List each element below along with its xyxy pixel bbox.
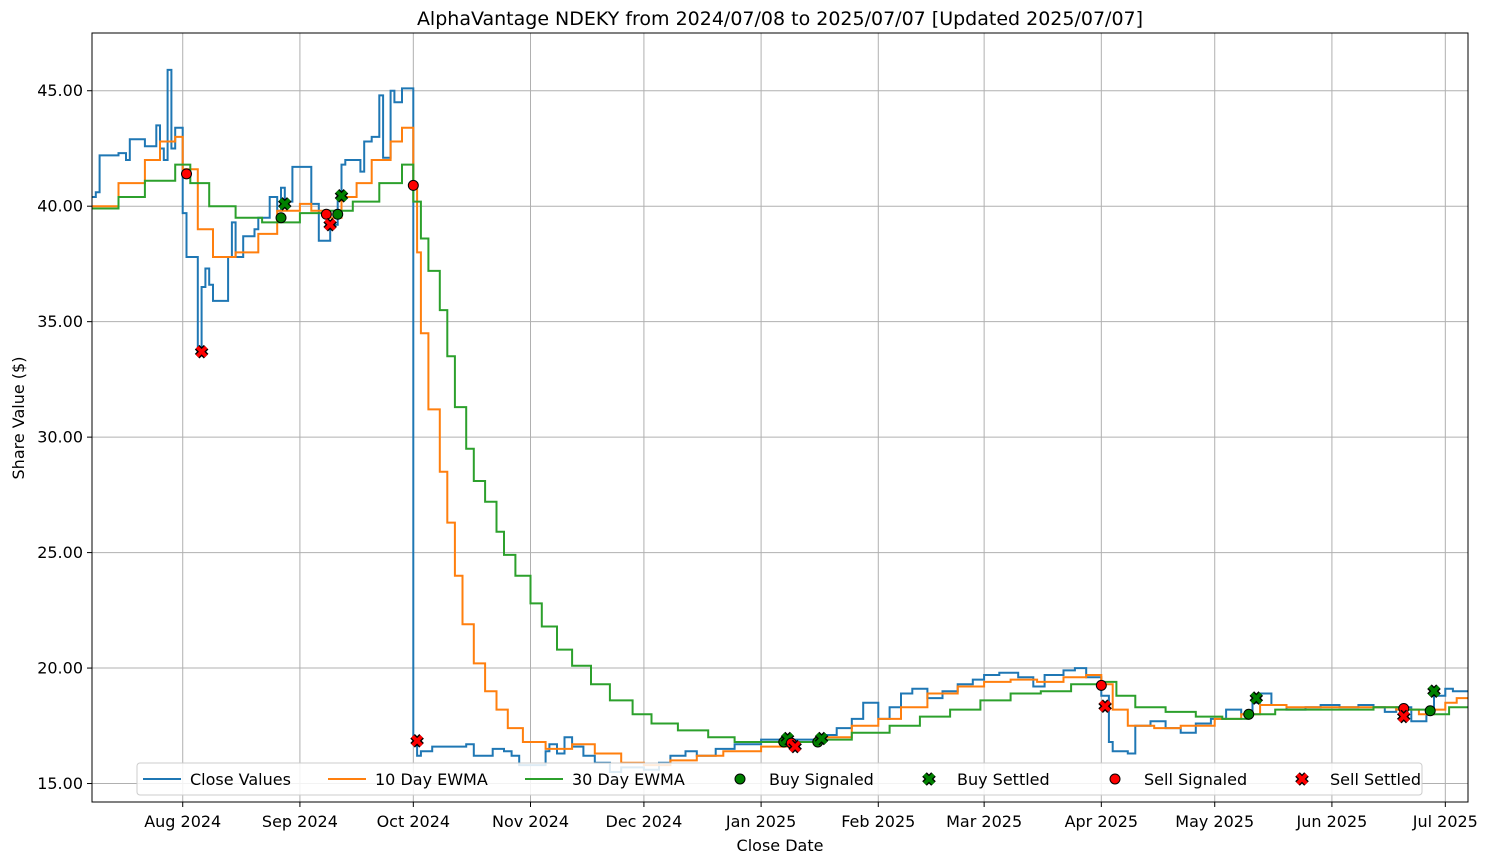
chart-title: AlphaVantage NDEKY from 2024/07/08 to 20… [417,8,1143,30]
marker-sell-settled [788,739,802,754]
y-tick-label: 45.00 [37,81,83,100]
marker-buy-settled [277,197,292,211]
marker-buy-settled [1249,691,1264,705]
y-axis-title: Share Value ($) [9,357,28,480]
x-axis-title: Close Date [737,836,824,855]
legend-label-sell-settled: Sell Settled [1330,770,1421,789]
marker-buy-signaled [1424,705,1436,717]
legend-label-sell-signaled: Sell Signaled [1144,770,1247,789]
x-tick-label: Sep 2024 [262,812,338,831]
legend-label-buy-signaled: Buy Signaled [769,770,874,789]
legend-swatch-sell-settled [1295,772,1309,786]
marker-buy-signaled [332,208,344,220]
x-tick-label: Jan 2025 [725,812,796,831]
marker-buy-signaled [1243,708,1255,720]
marker-sell-signaled [407,179,419,191]
marker-sell-settled [323,217,337,232]
x-tick-label: Dec 2024 [606,812,683,831]
legend-label-10-day-ewma: 10 Day EWMA [375,770,488,789]
marker-buy-settled [334,189,349,203]
legend-label-buy-settled: Buy Settled [957,770,1050,789]
marker-sell-signaled [181,168,193,180]
legend-swatch-buy-signaled [734,773,746,785]
marker-sell-signaled [1095,679,1107,691]
y-tick-label: 40.00 [37,197,83,216]
marker-sell-settled [194,344,209,359]
marker-buy-signaled [275,212,287,224]
marker-buy-settled [780,731,795,746]
axes: Aug 2024 Sep 2024 Oct 2024 Nov 2024 Dec 2024… [37,81,1478,831]
y-tick-label: 15.00 [37,774,83,793]
marker-buy-settled [814,731,829,746]
x-tick-label: Aug 2024 [144,812,221,831]
x-tick-label: Nov 2024 [492,812,569,831]
x-tick-label: Feb 2025 [841,812,915,831]
y-tick-label: 20.00 [37,659,83,678]
x-tick-label: Mar 2025 [946,812,1022,831]
y-tick-label: 30.00 [37,428,83,447]
marker-sell-settled [410,734,424,748]
legend-label-30-day-ewma: 30 Day EWMA [572,770,685,789]
marker-buy-settled [1427,684,1441,698]
legend-label-close-values: Close Values [190,770,291,789]
x-tick-label: Jun 2025 [1296,812,1368,831]
legend-swatch-buy-settled [922,772,936,786]
series-line-10-day-ewma [92,126,1468,767]
x-tick-label: Jul 2025 [1412,812,1478,831]
legend-box [136,762,1423,796]
y-tick-label: 35.00 [37,312,83,331]
x-tick-label: Apr 2025 [1065,812,1138,831]
legend: Close Values 10 Day EWMA 30 Day EWMA Buy Si… [136,762,1423,796]
marker-layer [181,168,1441,754]
marker-sell-settled [1098,699,1112,713]
plot-area-frame [91,32,1469,803]
x-tick-label: Oct 2024 [377,812,450,831]
y-tick-label: 25.00 [37,543,83,562]
series-line-30-day-ewma [92,163,1468,743]
marker-sell-settled [1396,709,1411,724]
legend-swatch-sell-signaled [1109,773,1121,785]
marker-sell-signaled [320,208,332,220]
x-tick-label: May 2025 [1175,812,1254,831]
